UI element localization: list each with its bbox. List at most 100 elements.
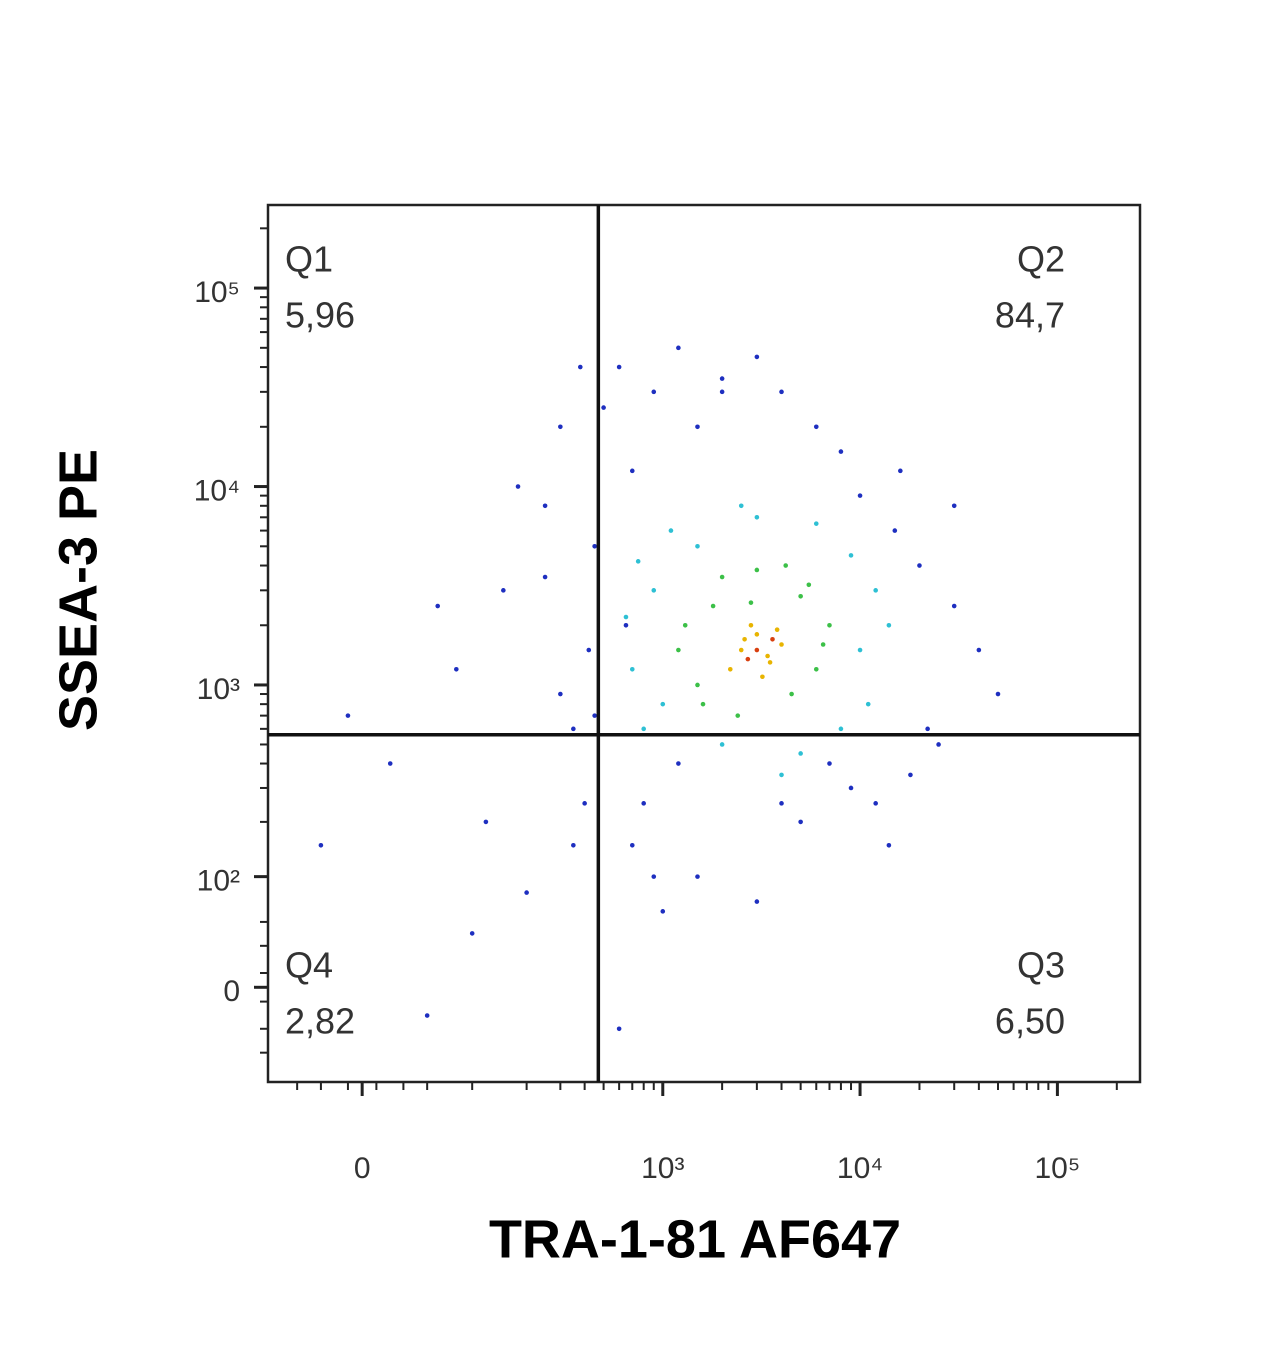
event-dot — [848, 785, 854, 791]
event-dot — [592, 544, 597, 549]
event-dot — [629, 666, 635, 672]
event-dot — [813, 666, 819, 672]
event-dot — [501, 588, 506, 593]
plot-frame — [266, 203, 1142, 1084]
event-dot — [700, 701, 706, 707]
event-dot — [754, 647, 760, 653]
event-dot — [886, 843, 892, 848]
event-dot — [635, 559, 641, 564]
event-dot — [767, 660, 773, 665]
y-tick-label: 10⁵ — [194, 276, 240, 309]
event-dot — [765, 653, 770, 659]
event-dot — [524, 890, 529, 895]
event-dot — [951, 603, 957, 609]
event-dot — [779, 642, 784, 647]
event-dot — [469, 931, 475, 936]
quadrant-name: Q1 — [285, 239, 333, 280]
event-dot — [719, 574, 725, 580]
event-dot — [754, 354, 760, 360]
event-dot — [435, 603, 441, 609]
y-tick-label: 0 — [223, 975, 240, 1008]
event-dot — [898, 468, 903, 474]
event-dot — [848, 553, 854, 558]
event-dot — [754, 632, 760, 637]
event-dot — [892, 528, 898, 533]
x-tick-label: 0 — [354, 1152, 371, 1185]
event-dot — [806, 582, 812, 588]
event-dot — [838, 449, 844, 454]
event-dot — [727, 666, 733, 672]
y-axis-title: SSEA-3 PE — [48, 449, 108, 731]
event-dot — [748, 622, 754, 628]
event-dot — [695, 874, 700, 879]
event-dot — [813, 521, 819, 526]
event-dot — [779, 801, 784, 806]
event-dot — [774, 627, 780, 632]
event-dot — [745, 656, 751, 662]
event-dot — [783, 563, 789, 568]
event-dot — [820, 642, 826, 647]
event-dot — [695, 682, 700, 688]
event-dot — [738, 647, 744, 653]
event-dot — [719, 742, 725, 747]
event-dot — [976, 647, 982, 653]
event-dot — [710, 603, 716, 609]
event-dot — [676, 761, 681, 766]
event-dot — [668, 528, 674, 533]
event-dot — [616, 1026, 622, 1032]
event-dot — [601, 405, 606, 410]
event-dot — [719, 389, 725, 395]
event-dot — [827, 622, 832, 628]
quadrant-percent: 6,50 — [995, 1001, 1065, 1042]
event-dot — [827, 761, 832, 766]
event-dot — [424, 1013, 430, 1018]
event-dot — [873, 588, 878, 593]
quadrant-name: Q4 — [285, 945, 333, 986]
event-dot — [738, 503, 744, 509]
event-dot — [641, 726, 646, 732]
event-dot — [770, 636, 775, 642]
event-dot — [735, 713, 741, 718]
event-dot — [629, 843, 635, 848]
event-dot — [676, 345, 681, 351]
y-tick-label: 10² — [197, 865, 240, 898]
x-tick-label: 10³ — [641, 1152, 684, 1185]
event-dot — [917, 563, 922, 568]
event-dot — [748, 600, 754, 605]
event-dot — [571, 843, 576, 848]
event-dot — [951, 503, 957, 509]
event-dot — [789, 691, 794, 697]
event-dot — [908, 772, 913, 778]
event-dot — [779, 772, 784, 778]
quadrant-name: Q2 — [1017, 239, 1065, 280]
quadrant-name: Q3 — [1017, 945, 1065, 986]
event-dot — [629, 468, 635, 474]
quadrant-percent: 2,82 — [285, 1001, 355, 1042]
x-tick-label: 10⁵ — [1034, 1152, 1080, 1185]
event-dot — [586, 647, 592, 653]
event-dot — [660, 701, 666, 707]
event-dot — [779, 389, 784, 395]
event-dot — [616, 364, 622, 370]
event-dot — [742, 636, 747, 642]
event-dot — [682, 622, 688, 628]
event-dot — [857, 647, 863, 653]
event-dot — [578, 364, 583, 370]
event-dot — [592, 713, 597, 718]
event-dot — [857, 493, 863, 498]
event-dot — [454, 666, 459, 672]
event-dot — [651, 588, 657, 593]
event-dot — [798, 593, 803, 599]
event-dot — [695, 544, 700, 549]
event-dot — [798, 819, 803, 825]
quadrant-percent: 5,96 — [285, 295, 355, 336]
y-tick-label: 10⁴ — [194, 474, 240, 507]
event-dot — [886, 622, 892, 628]
event-dot — [558, 424, 563, 430]
event-dot — [651, 389, 657, 395]
event-dot — [813, 424, 819, 430]
event-dot — [719, 376, 725, 381]
event-dot — [542, 574, 548, 580]
event-dot — [936, 742, 941, 747]
event-dot — [582, 801, 587, 806]
